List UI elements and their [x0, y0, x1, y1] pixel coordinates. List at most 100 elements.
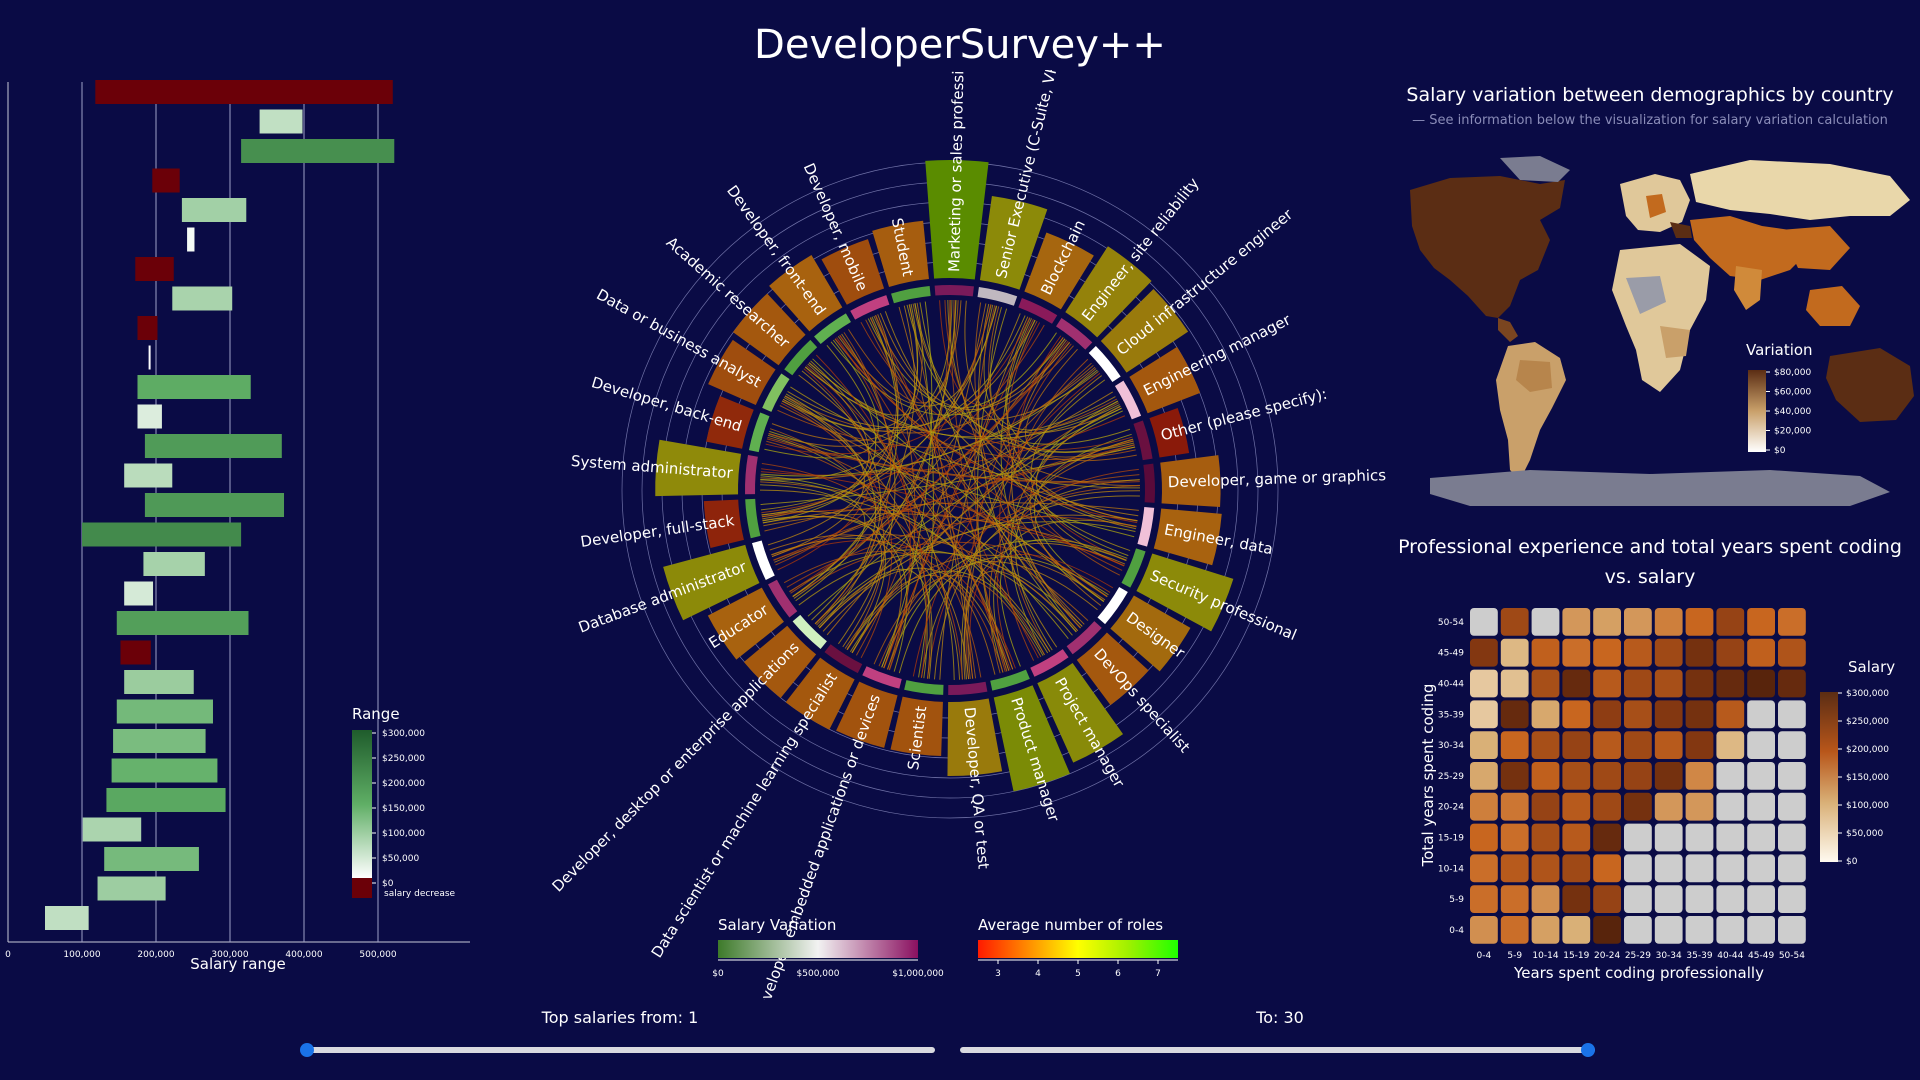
heatmap-cell	[1716, 700, 1745, 729]
map-country-asia[interactable]	[1690, 216, 1810, 280]
heatmap-cell	[1685, 885, 1714, 913]
chord-link	[1006, 318, 1138, 522]
map-country-brazil[interactable]	[1516, 360, 1552, 392]
heatmap-cell	[1562, 700, 1591, 729]
heatmap-title: Professional experience and total years …	[1398, 536, 1902, 588]
heatmap-cell	[1778, 608, 1806, 636]
map-country-antarctica[interactable]	[1430, 470, 1890, 506]
map-country-africa[interactable]	[1612, 244, 1710, 392]
heatmap-cell	[1593, 700, 1621, 729]
salary-variation-arc	[1018, 298, 1058, 324]
salary-variation-arc	[748, 412, 770, 453]
chord-link	[873, 574, 1042, 665]
heatmap-x-tick: 35-39	[1686, 951, 1712, 961]
range-bar	[113, 729, 206, 753]
heatmap-cell	[1747, 638, 1775, 667]
heatmap-cell	[1531, 885, 1560, 913]
chord-link	[771, 302, 923, 442]
role-bar	[707, 587, 784, 660]
map-country-india[interactable]	[1734, 266, 1762, 310]
heatmap-cell	[1747, 823, 1775, 852]
map-country-greenland[interactable]	[1500, 156, 1570, 182]
chord-link	[826, 337, 1064, 636]
heatmap-cell	[1685, 916, 1714, 944]
role-bar	[1129, 346, 1201, 414]
chord-link	[767, 314, 899, 546]
heatmap-cell	[1778, 823, 1806, 852]
heatmap-cell	[1654, 638, 1683, 667]
chord-link	[789, 549, 1073, 636]
chord-link	[819, 474, 1140, 629]
map-country-russia[interactable]	[1690, 160, 1910, 220]
heatmap-cell	[1562, 608, 1591, 636]
range-bar	[104, 847, 199, 871]
map-country-germany[interactable]	[1646, 194, 1666, 218]
heatmap-cell	[1778, 700, 1806, 729]
heatmap-cell	[1778, 885, 1806, 913]
heatmap-cell	[1531, 823, 1560, 852]
heatmap-y-tick: 20-24	[1438, 803, 1464, 813]
heatmap-cell	[1624, 916, 1652, 944]
heatmap-x-tick: 25-29	[1625, 951, 1651, 961]
chord-link	[884, 311, 1137, 530]
heatmap-cell	[1778, 916, 1806, 944]
slider-to-track[interactable]	[960, 1047, 1595, 1053]
map-country-china[interactable]	[1780, 226, 1850, 270]
range-x-tick: 200,000	[137, 950, 174, 960]
heatmap-cell	[1562, 885, 1591, 913]
chord-link	[811, 300, 957, 621]
slider-from-thumb[interactable]	[300, 1043, 314, 1057]
role-bar	[708, 339, 776, 406]
range-legend-decrease-swatch	[352, 878, 372, 898]
role-bar	[732, 293, 806, 366]
heatmap-cell	[1470, 608, 1498, 636]
heatmap-cell	[1716, 916, 1745, 944]
map-title: Salary variation between demographics by…	[1406, 84, 1894, 106]
heatmap-cell	[1593, 762, 1621, 790]
heatmap-cell	[1747, 854, 1775, 883]
range-bar	[137, 404, 162, 429]
heatmap-cell	[1470, 916, 1498, 944]
chord-link	[881, 301, 933, 668]
salary-variation-arc	[1056, 317, 1093, 350]
range-legend-label: $0	[382, 879, 394, 889]
heatmap-cell	[1500, 792, 1529, 821]
role-bar	[743, 625, 817, 699]
map-country-afghanistan[interactable]	[1670, 222, 1692, 238]
avg-roles-tick: 3	[995, 969, 1001, 979]
heatmap-cell	[1562, 762, 1591, 790]
role-bars	[655, 160, 1234, 792]
map-country-africa-nodata[interactable]	[1626, 276, 1666, 314]
heatmap-cell	[1531, 731, 1560, 759]
range-bar	[148, 345, 151, 370]
slider-from-track[interactable]	[305, 1047, 935, 1053]
slider-to-thumb[interactable]	[1581, 1043, 1595, 1057]
map-country-east-africa[interactable]	[1660, 326, 1690, 358]
avg-roles-tick: 7	[1155, 969, 1161, 979]
chord-link	[814, 332, 892, 625]
chord-link	[761, 315, 897, 518]
heatmap-cell	[1562, 854, 1591, 883]
chord-link	[846, 554, 1106, 651]
role-bar	[1153, 508, 1222, 566]
range-legend: Range $300,000 $250,000 $200,000 $150,000 $1…	[352, 705, 456, 899]
heatmap-cell	[1747, 700, 1775, 729]
salary-range-chart: 0 100,000 200,000 300,000 400,000 500,000 Sal…	[5, 80, 470, 973]
range-legend-decrease-label: salary decrease	[384, 889, 456, 899]
chord-link	[760, 481, 1089, 621]
heatmap-x-tick: 5-9	[1507, 951, 1522, 961]
role-bar	[925, 160, 989, 280]
chord-link	[1015, 438, 1134, 651]
heatmap-legend-label: $150,000	[1846, 773, 1889, 783]
salary-variation-ring	[745, 285, 1155, 696]
chord-link	[792, 305, 916, 598]
heatmap-cell	[1500, 608, 1529, 636]
range-bar	[187, 227, 195, 252]
map-country-australia[interactable]	[1826, 348, 1914, 422]
map-country-mexico-central[interactable]	[1498, 318, 1518, 342]
map-country-usa-canada[interactable]	[1410, 176, 1565, 318]
salary-variation-arc	[948, 681, 988, 696]
map-country-southeast-asia[interactable]	[1806, 286, 1860, 326]
world-choropleth-map[interactable]: Variation $80,000 $60,000 $40,000 $20,000 $0	[1390, 130, 1920, 510]
heatmap-cell	[1470, 731, 1498, 759]
